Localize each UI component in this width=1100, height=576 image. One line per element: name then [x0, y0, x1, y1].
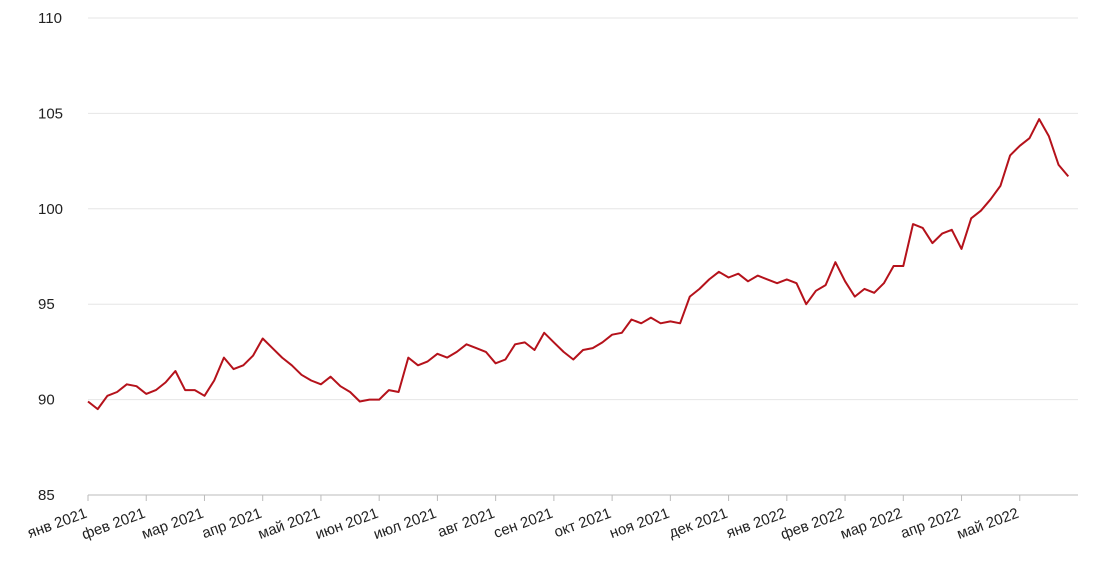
x-tick-label: июл 2021	[371, 505, 438, 543]
x-tick-label: сен 2021	[491, 505, 555, 542]
x-tick-label: фев 2021	[80, 505, 148, 544]
y-tick-label: 95	[38, 296, 55, 313]
x-tick-label: окт 2021	[552, 505, 614, 541]
x-tick-label: апр 2021	[200, 505, 264, 542]
y-tick-label: 105	[38, 105, 63, 122]
x-tick-label: фев 2022	[778, 505, 846, 544]
x-tick-label: янв 2021	[25, 505, 89, 542]
series-line	[87, 118, 1070, 411]
x-tick-label: дек 2021	[667, 505, 730, 542]
x-tick-label: июн 2021	[313, 505, 380, 543]
y-tick-label: 90	[38, 392, 55, 409]
x-tick-label: ноя 2021	[607, 505, 671, 542]
x-tick-label: май 2021	[256, 505, 322, 543]
x-tick-label: мар 2022	[838, 505, 904, 543]
x-tick-label: апр 2022	[898, 505, 962, 542]
x-tick-label: янв 2022	[724, 505, 788, 542]
x-tick-label: май 2022	[955, 505, 1021, 543]
x-tick-label: мар 2021	[139, 505, 205, 543]
y-tick-label: 85	[38, 487, 55, 504]
x-tick-label: авг 2021	[435, 505, 497, 541]
y-tick-label: 100	[38, 201, 63, 218]
y-tick-label: 110	[38, 10, 62, 27]
